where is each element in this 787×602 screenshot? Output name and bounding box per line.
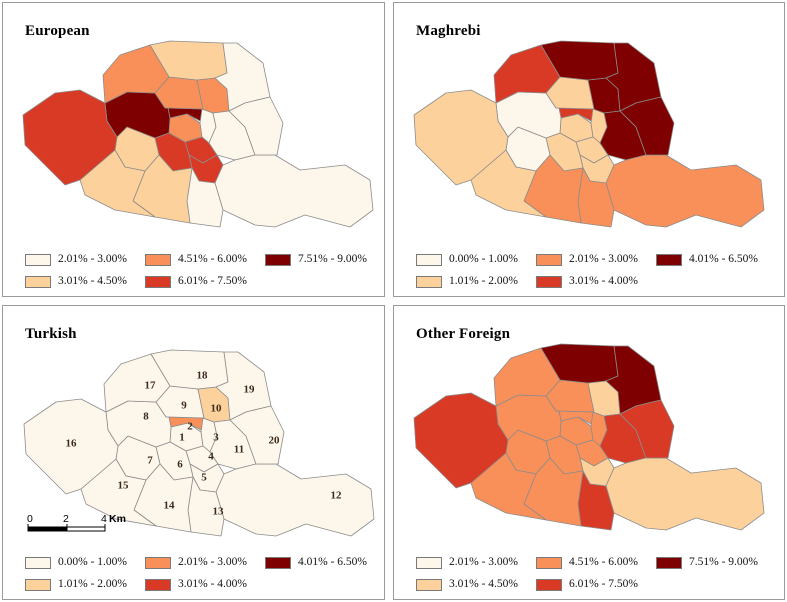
legend-label: 7.51% - 9.00%	[689, 556, 758, 568]
arrondissement-label: 13	[213, 506, 225, 518]
arrondissement-label: 18	[197, 370, 209, 382]
legend-label: 3.01% - 4.50%	[58, 275, 127, 287]
arrondissement-label: 19	[244, 384, 256, 396]
scale-tick-label: 4	[101, 513, 107, 525]
legend-label: 4.51% - 6.00%	[569, 556, 638, 568]
legend-swatch	[145, 254, 171, 266]
arrondissement-label: 4	[208, 451, 214, 463]
arrondissement-12	[214, 154, 374, 228]
legend-label: 2.01% - 3.00%	[569, 253, 638, 265]
arrondissement-15	[80, 458, 157, 527]
arrondissements-group	[413, 40, 765, 228]
map-panel-turkish: Turkish 1 2 3 4 5 6 7 8 9 10 11 12 13 14 15 16 17 18 19 20 …	[2, 305, 385, 600]
legend: 2.01% - 3.00% 3.01% - 4.50% 4.51% - 6.00% 6…	[416, 556, 776, 597]
arrondissement-label: 16	[66, 438, 78, 450]
legend: 2.01% - 3.00% 3.01% - 4.50% 4.51% - 6.00% 6…	[25, 253, 385, 294]
arrondissement-label: 8	[143, 411, 149, 423]
legend-label: 3.01% - 4.00%	[178, 578, 247, 590]
arrondissement-label: 9	[181, 400, 187, 412]
arrondissement-label: 14	[164, 500, 176, 512]
legend-label: 1.01% - 2.00%	[58, 578, 127, 590]
legend-swatch	[536, 254, 562, 266]
legend-swatch	[145, 579, 171, 591]
arrondissement-20	[619, 399, 675, 459]
choropleth-map	[22, 40, 374, 228]
legend: 0.00% - 1.00% 1.01% - 2.00% 2.01% - 3.00% 3…	[25, 556, 385, 597]
legend-label: 6.01% - 7.50%	[569, 578, 638, 590]
legend-swatch	[25, 579, 51, 591]
legend-swatch	[416, 276, 442, 288]
legend-label: 0.00% - 1.00%	[58, 556, 127, 568]
arrondissement-12	[605, 154, 765, 228]
arrondissement-20	[229, 405, 285, 465]
map-panel-other-foreign: Other Foreign 2.01% - 3.00% 3.01% - 4.50%…	[393, 305, 785, 600]
legend-swatch	[656, 254, 682, 266]
legend-swatch	[536, 276, 562, 288]
arrondissements-group	[22, 40, 374, 228]
arrondissement-label: 5	[201, 472, 207, 484]
scale-tick-label: 0	[27, 513, 33, 525]
arrondissement-15	[79, 149, 156, 218]
arrondissement-label: 11	[234, 444, 244, 456]
legend-swatch	[265, 557, 291, 569]
arrondissement-label: 3	[213, 432, 219, 444]
map-panel-european: European 2.01% - 3.00% 3.01% - 4.50% 4.51%…	[2, 2, 385, 297]
legend-swatch	[145, 276, 171, 288]
legend-label: 0.00% - 1.00%	[449, 253, 518, 265]
arrondissement-label: 1	[179, 432, 185, 444]
legend-swatch	[25, 254, 51, 266]
legend-swatch	[25, 557, 51, 569]
legend-label: 4.01% - 6.50%	[689, 253, 758, 265]
choropleth-map	[413, 343, 765, 531]
arrondissements-group	[413, 343, 765, 531]
arrondissement-12	[215, 463, 375, 537]
legend-label: 2.01% - 3.00%	[178, 556, 247, 568]
map-panel-maghrebi: Maghrebi 0.00% - 1.00% 1.01% - 2.00% 2.01%…	[393, 2, 785, 297]
legend-label: 1.01% - 2.00%	[449, 275, 518, 287]
legend-swatch	[416, 557, 442, 569]
legend-swatch	[536, 557, 562, 569]
scale-unit-label: Km	[109, 513, 126, 525]
arrondissement-label: 6	[177, 459, 183, 471]
arrondissement-12	[605, 457, 765, 531]
legend-swatch	[25, 276, 51, 288]
panel-title: European	[25, 23, 90, 39]
arrondissement-label: 10	[211, 403, 223, 415]
panel-title: Other Foreign	[416, 326, 511, 342]
legend-label: 3.01% - 4.00%	[569, 275, 638, 287]
scale-bar-graphic	[27, 524, 106, 532]
scale-tick-label: 2	[63, 513, 69, 525]
arrondissement-15	[470, 149, 547, 218]
legend-label: 4.01% - 6.50%	[298, 556, 367, 568]
panel-title: Turkish	[25, 326, 77, 342]
legend-swatch	[416, 254, 442, 266]
legend-label: 7.51% - 9.00%	[298, 253, 367, 265]
legend-label: 2.01% - 3.00%	[449, 556, 518, 568]
legend-swatch	[416, 579, 442, 591]
legend-label: 2.01% - 3.00%	[58, 253, 127, 265]
arrondissement-label: 7	[147, 455, 153, 467]
legend-swatch	[145, 557, 171, 569]
arrondissement-label: 17	[145, 380, 157, 392]
legend-swatch	[265, 254, 291, 266]
choropleth-map	[413, 40, 765, 228]
legend-label: 3.01% - 4.50%	[449, 578, 518, 590]
panel-title: Maghrebi	[416, 23, 481, 39]
legend-swatch	[536, 579, 562, 591]
legend-swatch	[656, 557, 682, 569]
arrondissement-label: 20	[269, 435, 281, 447]
arrondissement-label: 15	[118, 480, 130, 492]
legend-label: 6.01% - 7.50%	[178, 275, 247, 287]
legend-label: 4.51% - 6.00%	[178, 253, 247, 265]
arrondissement-15	[470, 452, 547, 521]
arrondissement-20	[619, 96, 675, 156]
scale-bar: 0 2 4 Km	[25, 513, 145, 543]
arrondissement-label: 12	[331, 490, 343, 502]
legend: 0.00% - 1.00% 1.01% - 2.00% 2.01% - 3.00% 3…	[416, 253, 776, 294]
arrondissement-20	[228, 96, 284, 156]
arrondissement-label: 2	[187, 421, 193, 433]
